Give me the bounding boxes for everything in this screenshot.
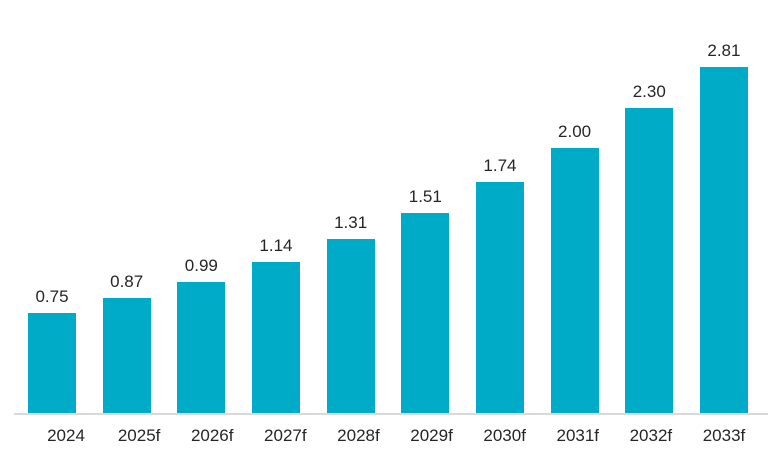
bar-group: 0.99: [177, 40, 226, 413]
bar-group: 2.30: [625, 40, 674, 413]
bar: [699, 67, 748, 413]
bar: [401, 212, 450, 413]
x-axis-tick-label: 2027f: [264, 426, 307, 445]
bar: [326, 239, 375, 413]
bar-group: 1.31: [326, 40, 375, 413]
x-axis-tick-label: 2029f: [410, 426, 453, 445]
bar: [177, 281, 226, 413]
bar-value-label: 1.74: [483, 156, 517, 176]
bar-value-label: 2.30: [632, 81, 666, 101]
bar: [251, 261, 300, 413]
bar: [550, 147, 599, 413]
bar-group: 1.74: [475, 40, 524, 413]
bar-value-label: 0.87: [110, 271, 144, 291]
bar: [102, 297, 151, 413]
x-axis-tick-label: 2024: [47, 426, 85, 445]
x-axis-tick-label: 2030f: [483, 426, 526, 445]
bar-value-label: 2.00: [558, 121, 592, 141]
bar-group: 0.87: [102, 40, 151, 413]
bar-group: 1.51: [401, 40, 450, 413]
bar: [28, 313, 76, 413]
bar-group: 2.00: [550, 40, 599, 413]
bar-value-label: 1.31: [334, 213, 368, 233]
bar-series: 0.75 0.87 0.99 1.14 1.31 1.51 1.74 2.00 …: [28, 40, 748, 413]
x-axis-tick-label: 2025f: [117, 426, 161, 445]
x-axis: 2024 2025f 2026f 2027f 2028f 2029f 2030f…: [42, 425, 748, 446]
bar-group: 1.14: [251, 40, 300, 413]
bar-value-label: 2.81: [707, 41, 741, 60]
x-axis-tick-label: 2026f: [190, 426, 234, 445]
bar-value-label: 1.14: [259, 235, 293, 255]
bar-value-label: 0.99: [184, 255, 218, 275]
bar-group: 0.75: [28, 40, 76, 413]
bar-group: 2.81: [699, 40, 748, 413]
x-axis-tick-label: 2031f: [556, 426, 600, 445]
bar-value-label: 1.51: [408, 186, 442, 206]
bar: [625, 107, 674, 413]
bar: [475, 182, 524, 413]
x-axis-tick-label: 2032f: [629, 426, 673, 445]
plot-area: 0.75 0.87 0.99 1.14 1.31 1.51 1.74 2.00 …: [14, 0, 768, 415]
x-axis-tick-label: 2033f: [702, 426, 746, 445]
bar-value-label: 0.75: [35, 287, 69, 307]
x-axis-tick-label: 2028f: [337, 426, 380, 445]
